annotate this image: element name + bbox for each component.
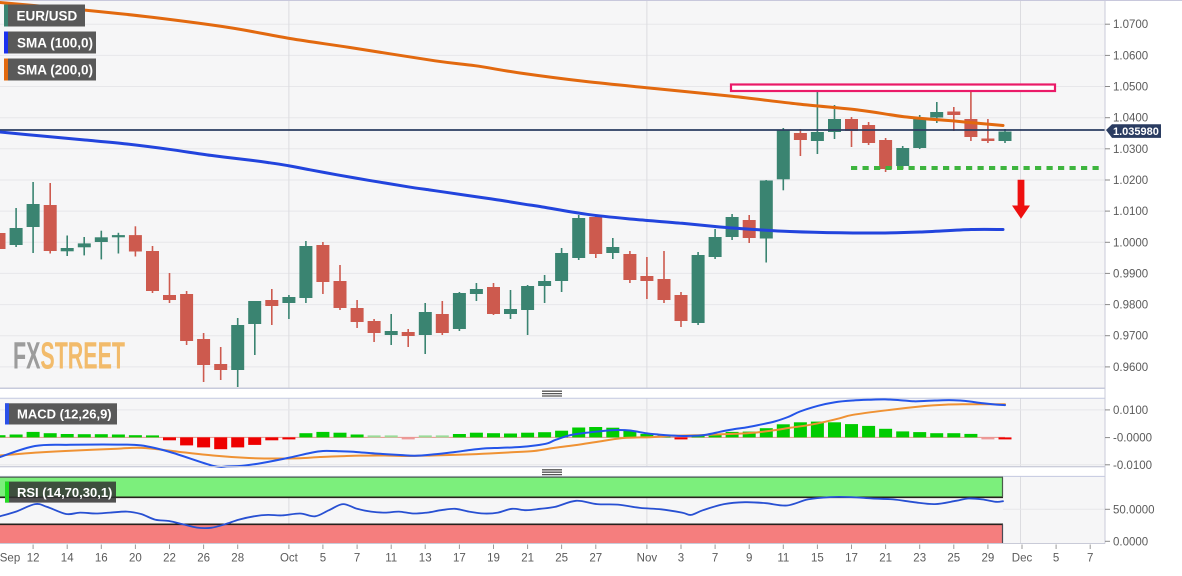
svg-text:5: 5 xyxy=(1053,553,1059,565)
svg-text:19: 19 xyxy=(487,553,500,565)
svg-text:11: 11 xyxy=(777,553,789,565)
svg-text:21: 21 xyxy=(521,553,534,565)
svg-text:50.0000: 50.0000 xyxy=(1113,504,1155,516)
svg-text:1.0300: 1.0300 xyxy=(1113,144,1148,156)
svg-text:25: 25 xyxy=(555,553,568,565)
svg-text:MACD (12,26,9): MACD (12,26,9) xyxy=(17,407,112,422)
svg-text:27: 27 xyxy=(589,553,602,565)
svg-text:5: 5 xyxy=(320,553,326,565)
svg-text:20: 20 xyxy=(129,553,142,565)
svg-text:1.0000: 1.0000 xyxy=(1113,237,1148,249)
svg-text:1.0700: 1.0700 xyxy=(1113,19,1148,31)
svg-text:29: 29 xyxy=(982,553,995,565)
svg-text:1.0500: 1.0500 xyxy=(1113,82,1148,94)
svg-text:RSI (14,70,30,1): RSI (14,70,30,1) xyxy=(17,485,112,500)
svg-text:25: 25 xyxy=(947,553,960,565)
svg-text:0.9900: 0.9900 xyxy=(1113,268,1148,280)
svg-text:1.0100: 1.0100 xyxy=(1113,206,1148,218)
svg-text:17: 17 xyxy=(453,553,466,565)
svg-text:16: 16 xyxy=(95,553,108,565)
svg-text:1.0200: 1.0200 xyxy=(1113,175,1148,187)
svg-text:13: 13 xyxy=(419,553,432,565)
svg-text:15: 15 xyxy=(811,553,824,565)
svg-text:14: 14 xyxy=(61,553,74,565)
svg-text:3: 3 xyxy=(678,553,684,565)
svg-text:22: 22 xyxy=(163,553,176,565)
svg-text:1.0600: 1.0600 xyxy=(1113,50,1148,62)
svg-text:23: 23 xyxy=(913,553,926,565)
svg-text:SMA (200,0): SMA (200,0) xyxy=(17,62,93,77)
svg-text:EUR/USD: EUR/USD xyxy=(17,8,78,23)
svg-text:Oct: Oct xyxy=(280,553,299,565)
svg-text:26: 26 xyxy=(197,553,210,565)
svg-text:0.9600: 0.9600 xyxy=(1113,362,1148,374)
svg-text:0.0100: 0.0100 xyxy=(1113,405,1148,417)
svg-text:7: 7 xyxy=(354,553,360,565)
svg-text:0.9700: 0.9700 xyxy=(1113,331,1148,343)
svg-text:1.035980: 1.035980 xyxy=(1113,126,1159,138)
svg-text:21: 21 xyxy=(879,553,892,565)
svg-text:Nov: Nov xyxy=(637,553,658,565)
svg-text:0.9800: 0.9800 xyxy=(1113,300,1148,312)
svg-text:-0.0000: -0.0000 xyxy=(1113,433,1152,445)
svg-text:7: 7 xyxy=(1087,553,1093,565)
svg-text:1.0400: 1.0400 xyxy=(1113,113,1148,125)
svg-text:11: 11 xyxy=(385,553,397,565)
svg-text:-0.0100: -0.0100 xyxy=(1113,460,1152,472)
svg-text:9: 9 xyxy=(746,553,752,565)
svg-text:28: 28 xyxy=(231,553,244,565)
svg-text:FXSTREET: FXSTREET xyxy=(13,336,125,378)
svg-text:Dec: Dec xyxy=(1012,553,1033,565)
svg-text:12: 12 xyxy=(27,553,40,565)
svg-text:7: 7 xyxy=(712,553,718,565)
svg-text:17: 17 xyxy=(845,553,858,565)
svg-text:0.0000: 0.0000 xyxy=(1113,536,1148,548)
svg-text:Sep: Sep xyxy=(0,553,20,565)
svg-text:SMA (100,0): SMA (100,0) xyxy=(17,35,93,50)
